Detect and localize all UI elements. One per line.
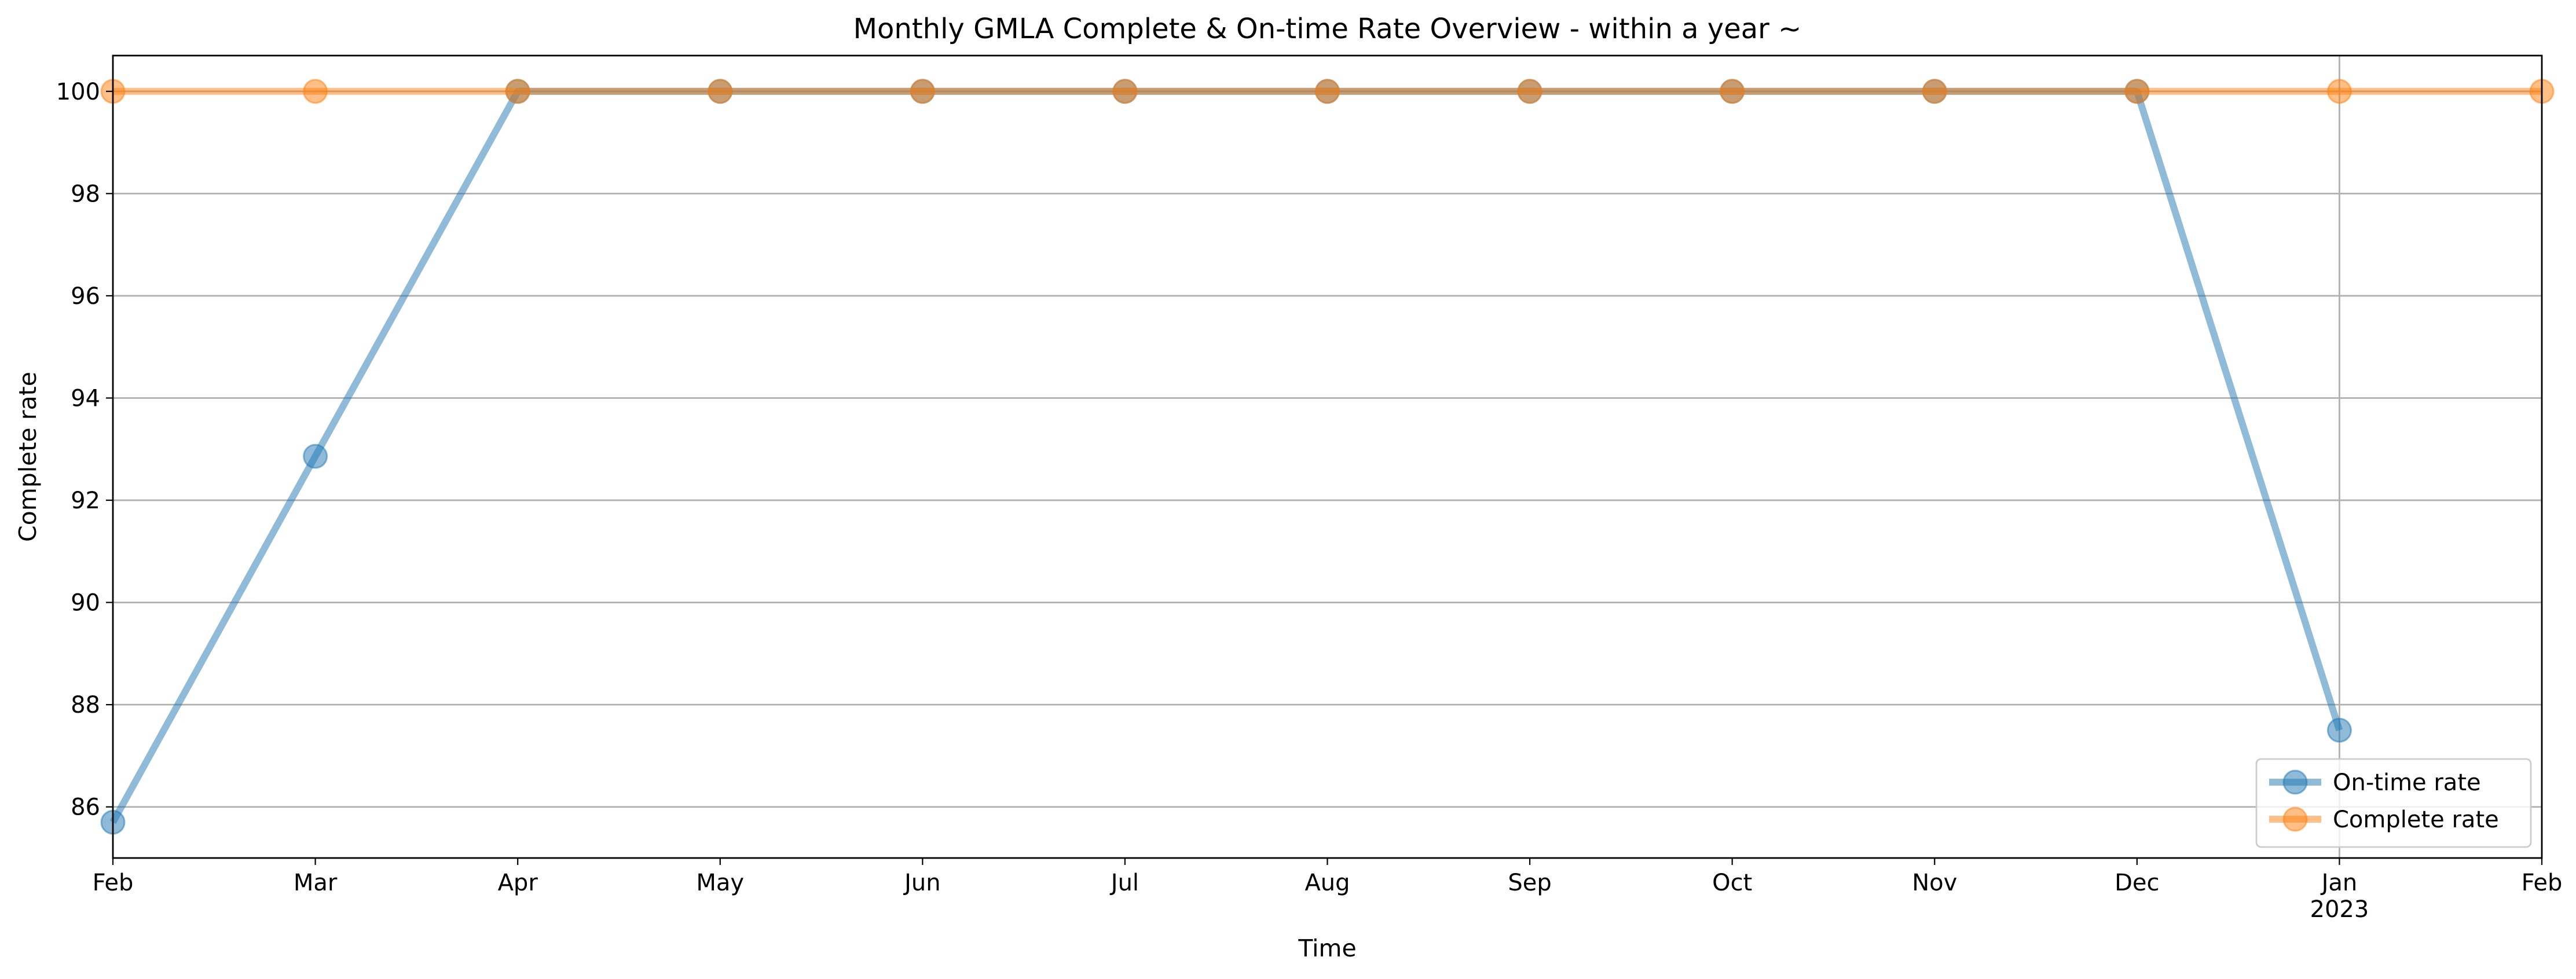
data-point (1315, 79, 1340, 104)
plot-frame (112, 54, 2543, 859)
x-tick-label: May (696, 870, 744, 896)
x-tick-label: Feb (2522, 870, 2563, 896)
x-tick-label: Jul (1109, 870, 1139, 896)
x-year-label: 2023 (2310, 896, 2369, 923)
data-point (303, 79, 328, 104)
x-tick-label: Sep (1508, 870, 1551, 896)
data-point (505, 79, 530, 104)
y-tick-label: 98 (71, 181, 100, 207)
data-point (708, 79, 733, 104)
y-tick-label: 90 (71, 590, 100, 617)
legend-label: Complete rate (2333, 806, 2499, 833)
x-tick-label: Aug (1305, 870, 1350, 896)
axes-layer: 86 88 90 92 94 96 98 100 Feb Mar Apr May Jun Jul Aug Se… (56, 54, 2563, 896)
y-tick-label: 96 (71, 283, 100, 310)
data-point (2124, 79, 2150, 104)
x-axis-label: Time (1298, 934, 1356, 962)
y-tick-label: 86 (71, 794, 100, 821)
legend-swatch-marker (2282, 806, 2308, 832)
x-tick-label: Jan (2320, 870, 2358, 896)
chart-title: Monthly GMLA Complete & On-time Rate Ove… (853, 13, 1802, 45)
data-point (2326, 717, 2352, 743)
x-tick-label: Apr (498, 870, 538, 896)
x-tick-label: Jun (903, 870, 941, 896)
data-point (1517, 79, 1542, 104)
x-tick-label: Dec (2115, 870, 2159, 896)
series-layer (100, 79, 2555, 835)
x-tick-label: Mar (294, 870, 338, 896)
y-tick-label: 100 (56, 79, 100, 105)
data-point (1720, 79, 1745, 104)
legend: On-time rate Complete rate (2255, 758, 2532, 848)
data-point (1112, 79, 1138, 104)
grid-layer (113, 56, 2542, 858)
legend-box (2255, 758, 2532, 848)
series-line (109, 87, 2343, 824)
y-tick-label: 88 (71, 692, 100, 718)
data-point (1922, 79, 1947, 104)
data-point (910, 79, 935, 104)
y-tick-label: 92 (71, 487, 100, 514)
legend-swatch-marker (2282, 769, 2308, 795)
y-axis-label: Complete rate (14, 372, 42, 542)
legend-label: On-time rate (2333, 769, 2481, 796)
x-tick-label: Oct (1712, 870, 1752, 896)
data-point (2326, 79, 2352, 104)
data-point (303, 443, 328, 469)
y-tick-label: 94 (71, 385, 100, 412)
x-tick-label: Feb (93, 870, 134, 896)
x-tick-label: Nov (1912, 870, 1957, 896)
